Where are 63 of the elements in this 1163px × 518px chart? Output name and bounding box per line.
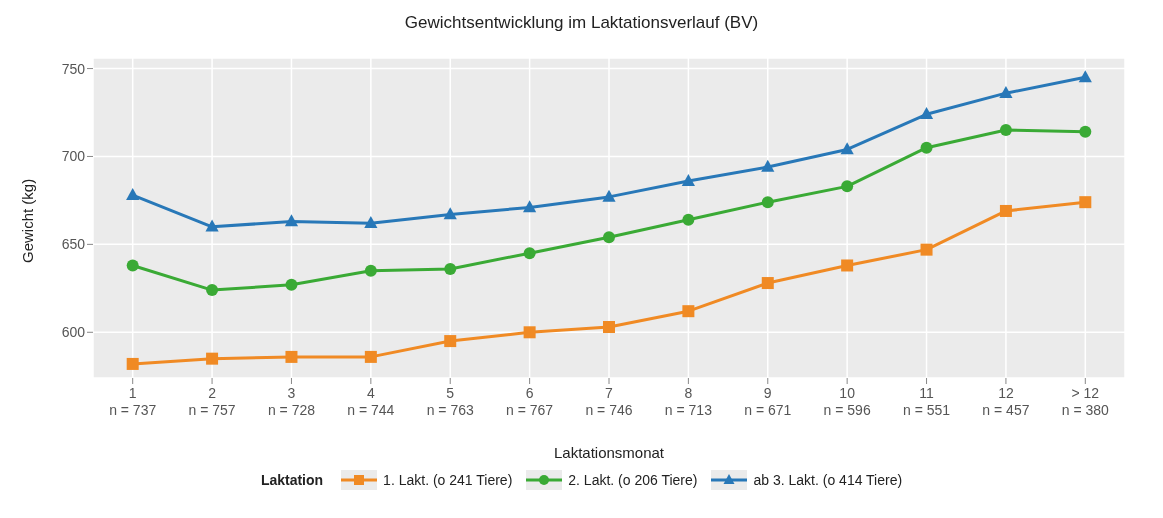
point [999, 204, 1012, 217]
point [761, 159, 775, 172]
point [126, 259, 139, 272]
point [126, 357, 139, 370]
point [602, 189, 616, 202]
y-tick-label: 650 [61, 236, 86, 253]
x-tick-label: 3 n = 728 [267, 385, 316, 418]
y-axis-title: Gewicht (kg) [19, 178, 37, 263]
legend-label: 2. Lakt. (o 206 Tiere) [568, 472, 698, 488]
point [444, 262, 457, 275]
point [364, 350, 377, 363]
point [364, 264, 377, 277]
point [443, 207, 457, 220]
x-tick-label: 6 n = 767 [506, 385, 554, 418]
point [1078, 70, 1092, 83]
point [523, 247, 536, 260]
legend-label: 1. Lakt. (o 241 Tiere) [383, 472, 513, 488]
x-tick-label: 4 n = 744 [347, 385, 395, 418]
point [999, 85, 1013, 98]
y-tick-label: 750 [61, 60, 86, 77]
point [523, 200, 537, 213]
point [444, 335, 457, 348]
point [682, 213, 695, 226]
x-axis-title: Laktationsmonat [553, 444, 665, 461]
x-tick-label: 9 n = 671 [744, 385, 792, 418]
point [284, 214, 299, 227]
legend-label: ab 3. Lakt. (o 414 Tiere) [753, 472, 903, 488]
x-tick-label: 11 n = 551 [902, 385, 951, 418]
x-tick-label: 1 n = 737 [109, 385, 157, 418]
point [285, 278, 298, 291]
point [919, 107, 934, 120]
point [603, 321, 615, 334]
point [920, 243, 933, 256]
point [126, 187, 140, 200]
y-tick-label: 600 [61, 324, 86, 341]
x-tick-label: 8 n = 713 [664, 385, 713, 418]
point [761, 277, 774, 290]
point [205, 219, 219, 232]
x-tick-label: 10 n = 596 [823, 385, 871, 418]
x-tick-label: 5 n = 763 [426, 385, 474, 418]
point [841, 259, 854, 272]
point [206, 352, 219, 365]
point [840, 142, 854, 155]
y-tick-label: 700 [61, 148, 86, 165]
x-tick-label: > 12 n = 380 [1061, 385, 1110, 418]
point [1079, 196, 1092, 209]
point [682, 305, 695, 318]
point [999, 124, 1012, 137]
point [523, 326, 536, 339]
x-tick-label: 7 n = 746 [585, 385, 633, 418]
chart-title: Gewichtsentwicklung im Laktationsverlauf (BV) [403, 12, 760, 34]
point [364, 216, 378, 229]
point [603, 231, 615, 244]
legend-title: Laktation [260, 472, 324, 488]
point [285, 350, 298, 363]
point [841, 180, 854, 193]
point [920, 141, 933, 154]
point [681, 173, 695, 186]
x-tick-label: 12 n = 457 [982, 385, 1030, 418]
point [761, 196, 774, 209]
x-tick-label: 2 n = 757 [188, 385, 236, 418]
point [1079, 125, 1092, 138]
point [206, 284, 219, 297]
